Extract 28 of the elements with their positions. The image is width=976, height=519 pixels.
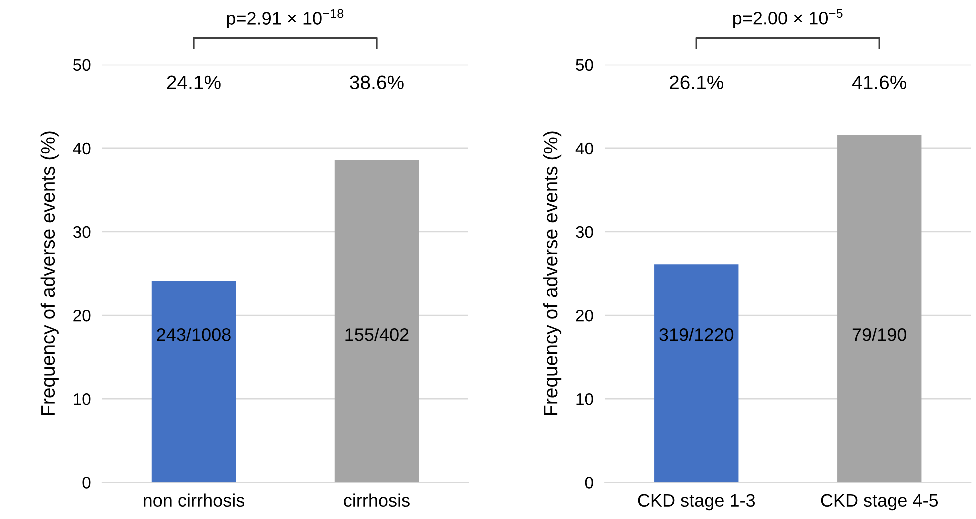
y-tick-label: 30 (73, 226, 91, 238)
x-tick-label: cirrhosis (344, 494, 410, 508)
y-axis-title: Frequency of adverse events (%) (543, 132, 562, 416)
y-tick-label: 10 (74, 394, 91, 406)
annotation: 319/1220 (660, 328, 734, 342)
annotation: 41.6% (852, 76, 906, 90)
y-tick-label: 0 (82, 477, 91, 489)
x-tick-label: non cirrhosis (144, 494, 245, 508)
y-tick-label: 20 (74, 310, 91, 322)
y-tick-label: 50 (576, 59, 594, 72)
y-tick-label: 10 (576, 394, 594, 406)
y-tick-label: 40 (73, 142, 91, 155)
annotation: 243/1008 (157, 328, 231, 342)
y-tick-label: 20 (576, 310, 594, 322)
y-tick-label: 30 (576, 226, 594, 238)
x-tick-label: CKD stage 4-5 (821, 494, 938, 511)
annotation: 79/190 (852, 328, 907, 342)
annotation: 155/402 (346, 328, 409, 342)
text: p=2.91 × 10$^{−18}$ (227, 9, 344, 29)
y-tick-label: 0 (585, 477, 594, 489)
annotation: 38.6% (350, 76, 404, 90)
annotation: 26.1% (670, 76, 724, 90)
y-tick-label: 50 (74, 59, 91, 72)
annotation: 24.1% (167, 76, 221, 90)
y-tick-label: 40 (576, 142, 594, 155)
text: p=2.00 × 10$^{−5}$ (733, 9, 843, 28)
y-axis-title: Frequency of adverse events (%) (40, 132, 59, 416)
x-tick-label: CKD stage 1-3 (638, 494, 756, 511)
